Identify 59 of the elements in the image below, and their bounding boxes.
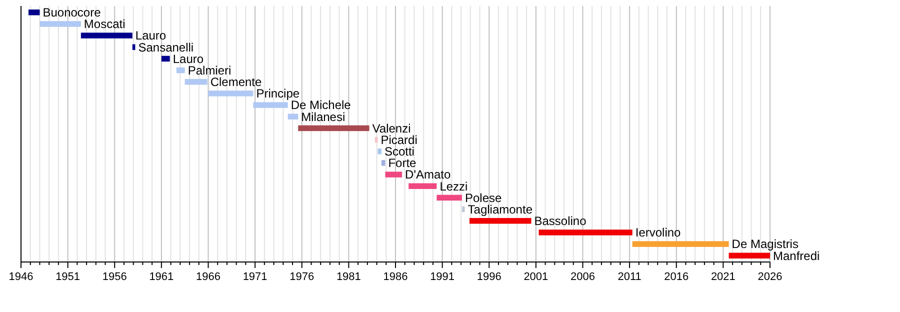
x-tick-label: 2016 [664, 271, 689, 283]
y-tick-label: D'Amato [405, 168, 452, 182]
bar [40, 21, 81, 27]
x-tick-label: 1976 [290, 271, 314, 283]
bar [253, 102, 288, 108]
y-tick-label: Iervolino [635, 226, 682, 240]
bar [208, 90, 254, 96]
y-tick-label: Lauro [172, 52, 204, 66]
y-tick-label: Moscati [84, 17, 126, 32]
x-tick-label: 2026 [758, 271, 782, 283]
y-tick-label: De Magistris [732, 237, 798, 252]
x-tick-label: 2011 [618, 271, 642, 283]
bar [176, 67, 185, 74]
bar [408, 183, 437, 189]
x-tick-label: 2006 [570, 271, 595, 283]
y-tick-label: Buonocore [42, 6, 102, 20]
bar [298, 125, 370, 132]
x-tick-label: 1986 [383, 271, 408, 283]
y-tick-label: Lauro [135, 28, 166, 43]
bar [436, 194, 462, 201]
y-tick-label: Polese [464, 190, 502, 205]
bar [184, 79, 208, 85]
bar [728, 252, 770, 258]
bar [161, 56, 170, 62]
x-tick-label: 2021 [710, 271, 736, 283]
bar [469, 218, 532, 224]
y-tick-label: Lezzi [440, 179, 468, 194]
x-tick-label: 1971 [242, 271, 268, 283]
bar [385, 172, 402, 178]
y-tick-label: Manfredi [773, 248, 820, 263]
y-tick-label: Tagliamonte [468, 202, 533, 216]
bar [28, 10, 40, 16]
y-tick-label: De Michele [290, 98, 352, 112]
bar [288, 114, 298, 120]
bar [381, 160, 386, 166]
y-tick-label: Clemente [210, 75, 262, 90]
x-tick-label: 1981 [336, 271, 361, 283]
bar [462, 206, 465, 212]
x-tick-label: 1991 [430, 271, 455, 283]
x-tick-label: 1956 [102, 271, 127, 283]
y-tick-label: Scotti [384, 144, 414, 159]
y-tick-label: Bassolino [534, 214, 587, 228]
x-tick-label: 1996 [476, 271, 502, 283]
y-tick-label: Principe [256, 86, 300, 101]
y-tick-label: Forte [388, 156, 417, 170]
y-tick-label: Milanesi [301, 110, 346, 124]
x-tick-label: 1966 [196, 271, 220, 283]
x-tick-label: 1951 [56, 271, 80, 283]
bar [80, 32, 132, 38]
y-tick-label: Picardi [380, 132, 418, 147]
bar [632, 241, 729, 247]
x-tick-label: 2001 [524, 271, 548, 283]
y-tick-label: Palmieri [188, 63, 232, 78]
x-tick-label: 1961 [149, 271, 174, 283]
y-tick-label: Valenzi [372, 121, 411, 136]
bar [538, 230, 632, 236]
bar [378, 148, 382, 154]
x-tick-label: 1946 [8, 271, 34, 283]
y-tick-label: Sansanelli [138, 40, 194, 54]
